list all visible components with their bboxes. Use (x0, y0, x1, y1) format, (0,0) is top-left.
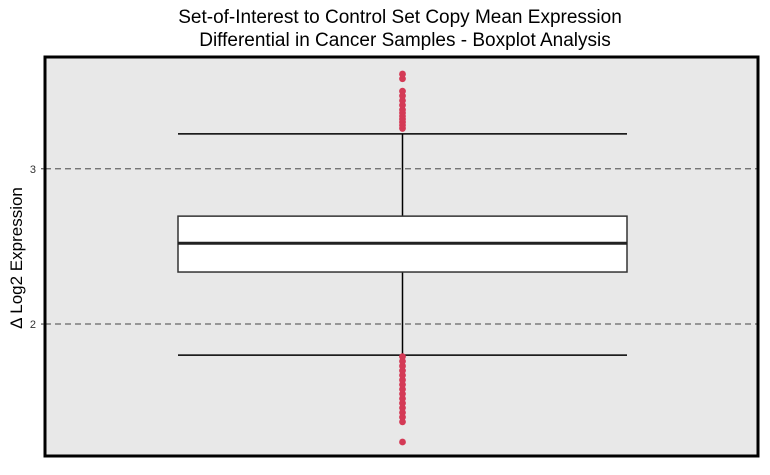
outlier-point (399, 367, 406, 375)
outlier-point (399, 395, 406, 402)
y-axis-label: Δ Log2 Expression (7, 187, 26, 329)
outlier-point (399, 97, 406, 104)
box-group (177, 133, 628, 356)
y-ticks: 23 (30, 164, 44, 331)
chart-title-line-2: Differential in Cancer Samples - Boxplot… (199, 30, 611, 51)
outlier-point (399, 413, 406, 421)
gridlines (45, 168, 758, 325)
outlier-point (399, 409, 406, 416)
outlier-point (399, 92, 406, 100)
outlier-point (399, 381, 406, 388)
outlier-point (399, 362, 406, 370)
plot-panel-border (43, 55, 760, 458)
outlier-point (399, 70, 406, 78)
outlier-point (399, 438, 406, 446)
outlier-point (399, 87, 406, 95)
outlier-point (399, 101, 406, 109)
outlier-point (399, 106, 406, 114)
outlier-point (399, 75, 406, 83)
outlier-point (399, 353, 406, 361)
outlier-point (399, 399, 406, 407)
y-tick-label-2: 2 (30, 319, 36, 331)
chart-title-line-1: Set-of-Interest to Control Set Copy Mean… (178, 7, 622, 28)
outlier-point (399, 385, 406, 393)
outlier-point (399, 418, 406, 426)
outlier-point (399, 376, 406, 384)
outlier-point (399, 357, 406, 365)
outlier-point (399, 404, 406, 412)
outliers (399, 70, 406, 446)
outlier-point (399, 371, 406, 379)
y-tick-label-3: 3 (30, 164, 36, 176)
outlier-point (399, 390, 406, 398)
